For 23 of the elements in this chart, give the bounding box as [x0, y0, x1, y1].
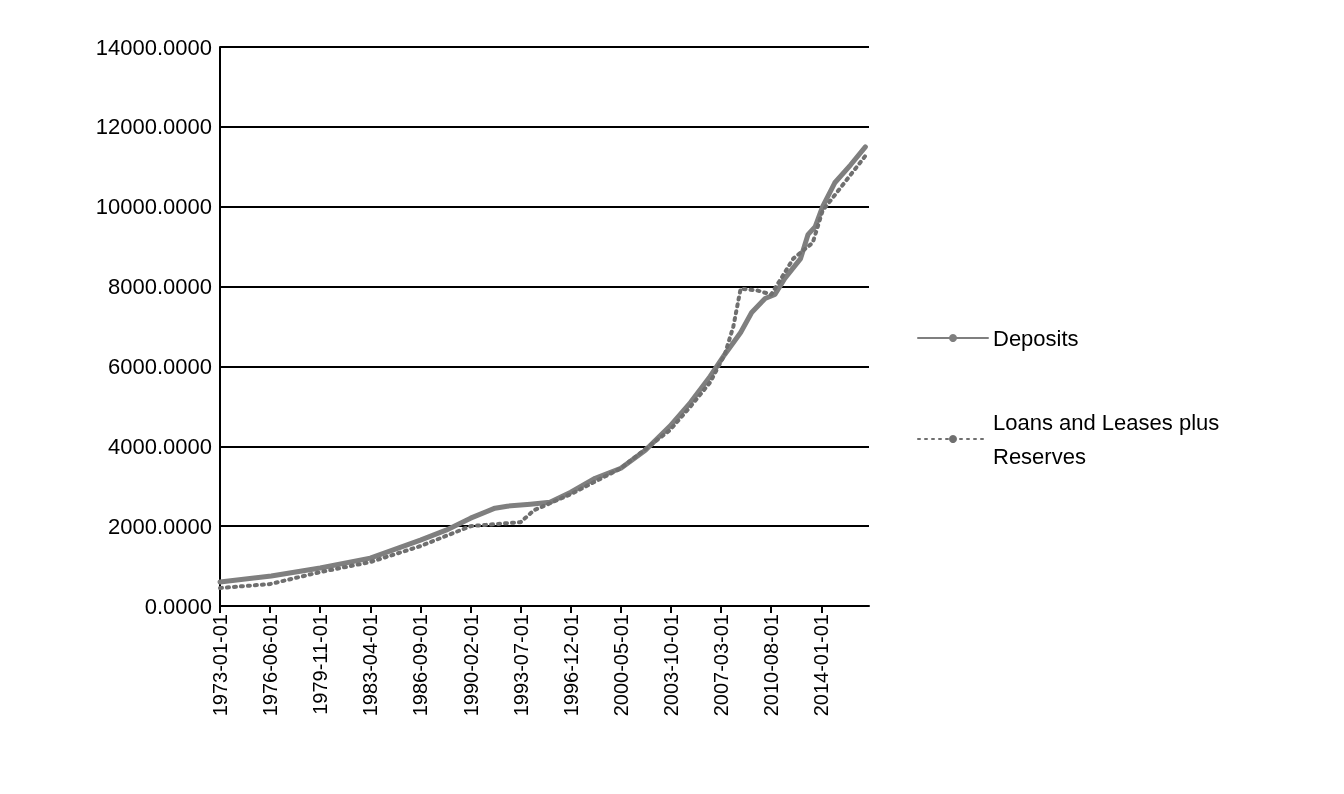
- x-tick-label: 1979-11-01: [309, 614, 332, 715]
- x-tick-label: 1993-07-01: [509, 614, 532, 717]
- y-tick-label: 2000.0000: [108, 513, 212, 539]
- legend-label: Deposits: [993, 325, 1079, 351]
- y-tick-label: 14000.0000: [95, 34, 212, 60]
- x-tick-label: 2003-10-01: [659, 614, 682, 717]
- y-tick-label: 6000.0000: [108, 353, 212, 379]
- y-tick-label: 12000.0000: [95, 114, 212, 140]
- x-tick-label: 2000-05-01: [609, 614, 632, 717]
- x-tick-label: 1990-02-01: [459, 614, 482, 717]
- y-tick-label: 8000.0000: [108, 274, 212, 300]
- y-tick-label: 0.0000: [144, 593, 212, 619]
- y-tick-label: 4000.0000: [108, 433, 212, 459]
- x-tick-label: 1983-04-01: [359, 614, 382, 717]
- x-tick-label: 1996-12-01: [559, 614, 582, 717]
- legend-label: Loans and Leases plus Reserves: [993, 409, 1226, 469]
- x-tick-label: 2010-08-01: [760, 614, 783, 717]
- x-tick-label: 1973-01-01: [209, 614, 231, 717]
- x-tick-label: 2007-03-01: [710, 614, 733, 717]
- x-tick-label: 1976-06-01: [259, 614, 282, 717]
- y-tick-label: 10000.0000: [95, 194, 212, 220]
- x-tick-label: 1986-09-01: [409, 614, 432, 717]
- x-tick-label: 2014-01-01: [810, 614, 833, 717]
